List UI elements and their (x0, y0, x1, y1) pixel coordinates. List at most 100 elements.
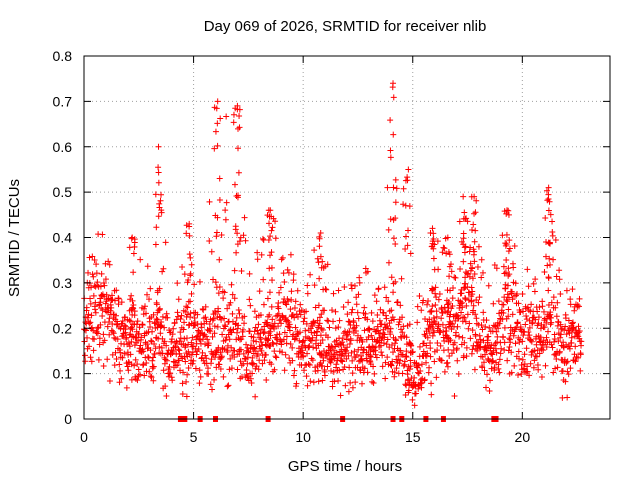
data-point (132, 356, 139, 363)
data-point (481, 367, 488, 374)
data-point (124, 363, 131, 370)
data-point (86, 343, 93, 350)
data-point (392, 340, 399, 347)
y-axis-label: SRMTID / TECUs (6, 179, 23, 297)
x-axis-label: GPS time / hours (288, 458, 402, 475)
data-point (290, 271, 297, 278)
data-point (297, 329, 303, 336)
data-point (254, 327, 261, 334)
spike-point (185, 298, 192, 305)
data-point (549, 228, 556, 235)
data-point (500, 334, 507, 341)
data-point (205, 371, 212, 378)
data-point (300, 318, 307, 325)
data-point (258, 251, 265, 258)
spike-point (392, 215, 399, 222)
data-point (230, 111, 237, 118)
data-point (488, 350, 495, 357)
spike-point (429, 286, 436, 293)
data-point (536, 350, 543, 357)
data-point (245, 348, 252, 355)
data-point (527, 337, 534, 344)
data-point (304, 350, 311, 357)
data-point (147, 285, 154, 292)
data-point (439, 249, 446, 256)
y-tick-label: 0.5 (53, 184, 73, 200)
data-point (313, 337, 320, 344)
data-point (185, 341, 192, 348)
data-point (113, 356, 120, 363)
data-point (168, 338, 175, 345)
data-point (272, 218, 279, 225)
data-point (254, 256, 261, 263)
spike-point (268, 213, 275, 220)
data-point (240, 350, 247, 357)
data-point (458, 309, 465, 316)
data-point (271, 325, 278, 332)
data-point (107, 307, 114, 314)
data-point (364, 316, 371, 323)
spike-peak-point (444, 234, 451, 241)
data-point (316, 275, 323, 282)
data-point (211, 376, 218, 383)
spike-point (318, 311, 325, 318)
data-point (501, 339, 508, 346)
data-point (209, 386, 216, 393)
x-tick-label: 15 (405, 429, 421, 445)
data-point (246, 270, 253, 277)
data-point (226, 366, 233, 373)
data-point (434, 340, 441, 347)
data-point (447, 337, 454, 344)
data-point (162, 239, 169, 246)
spike-point (444, 301, 451, 308)
data-point (208, 356, 215, 363)
data-point (535, 366, 542, 373)
data-point (241, 320, 248, 327)
data-point (411, 374, 418, 381)
data-point (285, 298, 292, 305)
data-point (139, 362, 146, 369)
data-point (266, 311, 273, 318)
data-point (222, 216, 229, 223)
data-point (106, 331, 113, 338)
data-point (542, 362, 549, 369)
data-point (563, 331, 570, 338)
data-point (114, 336, 121, 343)
data-point (373, 354, 380, 361)
data-point (493, 265, 500, 272)
data-point (506, 344, 513, 351)
data-point (440, 244, 447, 251)
data-point (545, 328, 552, 335)
data-point (119, 354, 126, 361)
data-point (94, 325, 101, 332)
spike-point (407, 341, 414, 348)
data-point (378, 349, 385, 356)
spike-point (315, 259, 322, 266)
data-point (341, 283, 348, 290)
data-point (349, 370, 356, 377)
data-point (337, 392, 344, 399)
data-point (566, 345, 573, 352)
data-point (284, 266, 291, 273)
data-point (98, 270, 105, 277)
data-point (351, 348, 358, 355)
data-point (143, 310, 150, 317)
spike-point (545, 191, 552, 198)
data-point (187, 314, 194, 321)
spike-point (154, 324, 161, 331)
data-point (462, 274, 469, 281)
data-point (182, 342, 189, 349)
data-point (94, 279, 101, 286)
data-point (128, 376, 135, 383)
data-point (273, 354, 280, 361)
spike-point (545, 302, 552, 309)
data-point (526, 332, 533, 339)
data-point (199, 306, 206, 313)
data-point (261, 323, 268, 330)
data-point (412, 390, 419, 397)
data-point (477, 339, 484, 346)
data-point (540, 308, 547, 315)
data-point (119, 317, 126, 324)
data-point (454, 357, 461, 364)
data-point (170, 325, 177, 332)
